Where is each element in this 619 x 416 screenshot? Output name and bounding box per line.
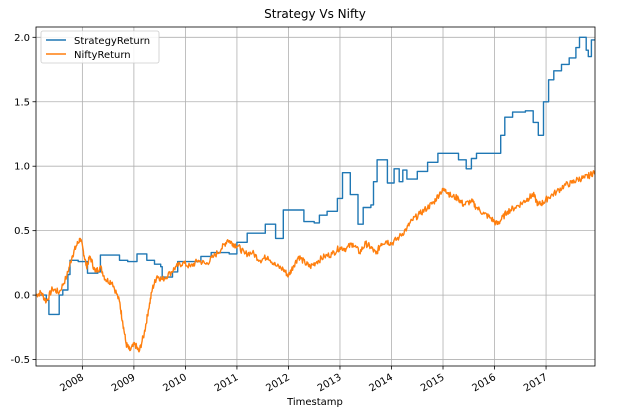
legend-label-strategy: StrategyReturn	[74, 36, 150, 47]
x-tick-label: 2015	[419, 372, 447, 394]
grid	[36, 27, 595, 366]
series-line-niftyreturn	[36, 170, 595, 353]
x-tick-label: 2016	[470, 372, 498, 394]
legend: StrategyReturn NiftyReturn	[40, 30, 160, 64]
y-tick-label: -0.5	[10, 355, 30, 366]
chart-title: Strategy Vs Nifty	[264, 7, 366, 21]
x-tick-label: 2013	[316, 372, 344, 394]
x-tick-label: 2009	[110, 372, 138, 394]
x-axis: 2008 2009 2010 2011 2012 2013 2014 2015 2016 2017	[58, 366, 550, 394]
legend-box	[40, 30, 160, 64]
series-layer	[36, 36, 595, 353]
x-tick-label: 2011	[213, 372, 241, 394]
x-tick-label: 2017	[522, 372, 550, 394]
y-tick-label: 1.0	[14, 162, 30, 173]
y-tick-label: 0.5	[14, 226, 30, 237]
legend-label-nifty: NiftyReturn	[74, 50, 131, 61]
x-tick-label: 2014	[367, 372, 395, 394]
y-axis: -0.5 0.0 0.5 1.0 1.5 2.0	[10, 33, 36, 366]
y-tick-label: 2.0	[14, 33, 30, 44]
x-tick-label: 2012	[264, 372, 292, 394]
x-tick-label: 2010	[161, 372, 189, 394]
plot-frame	[35, 26, 596, 367]
x-axis-label: Timestamp	[286, 397, 343, 408]
y-tick-label: 0.0	[14, 291, 30, 302]
y-tick-label: 1.5	[14, 97, 30, 108]
x-tick-label: 2008	[58, 372, 86, 394]
series-line-strategyreturn	[36, 36, 595, 316]
